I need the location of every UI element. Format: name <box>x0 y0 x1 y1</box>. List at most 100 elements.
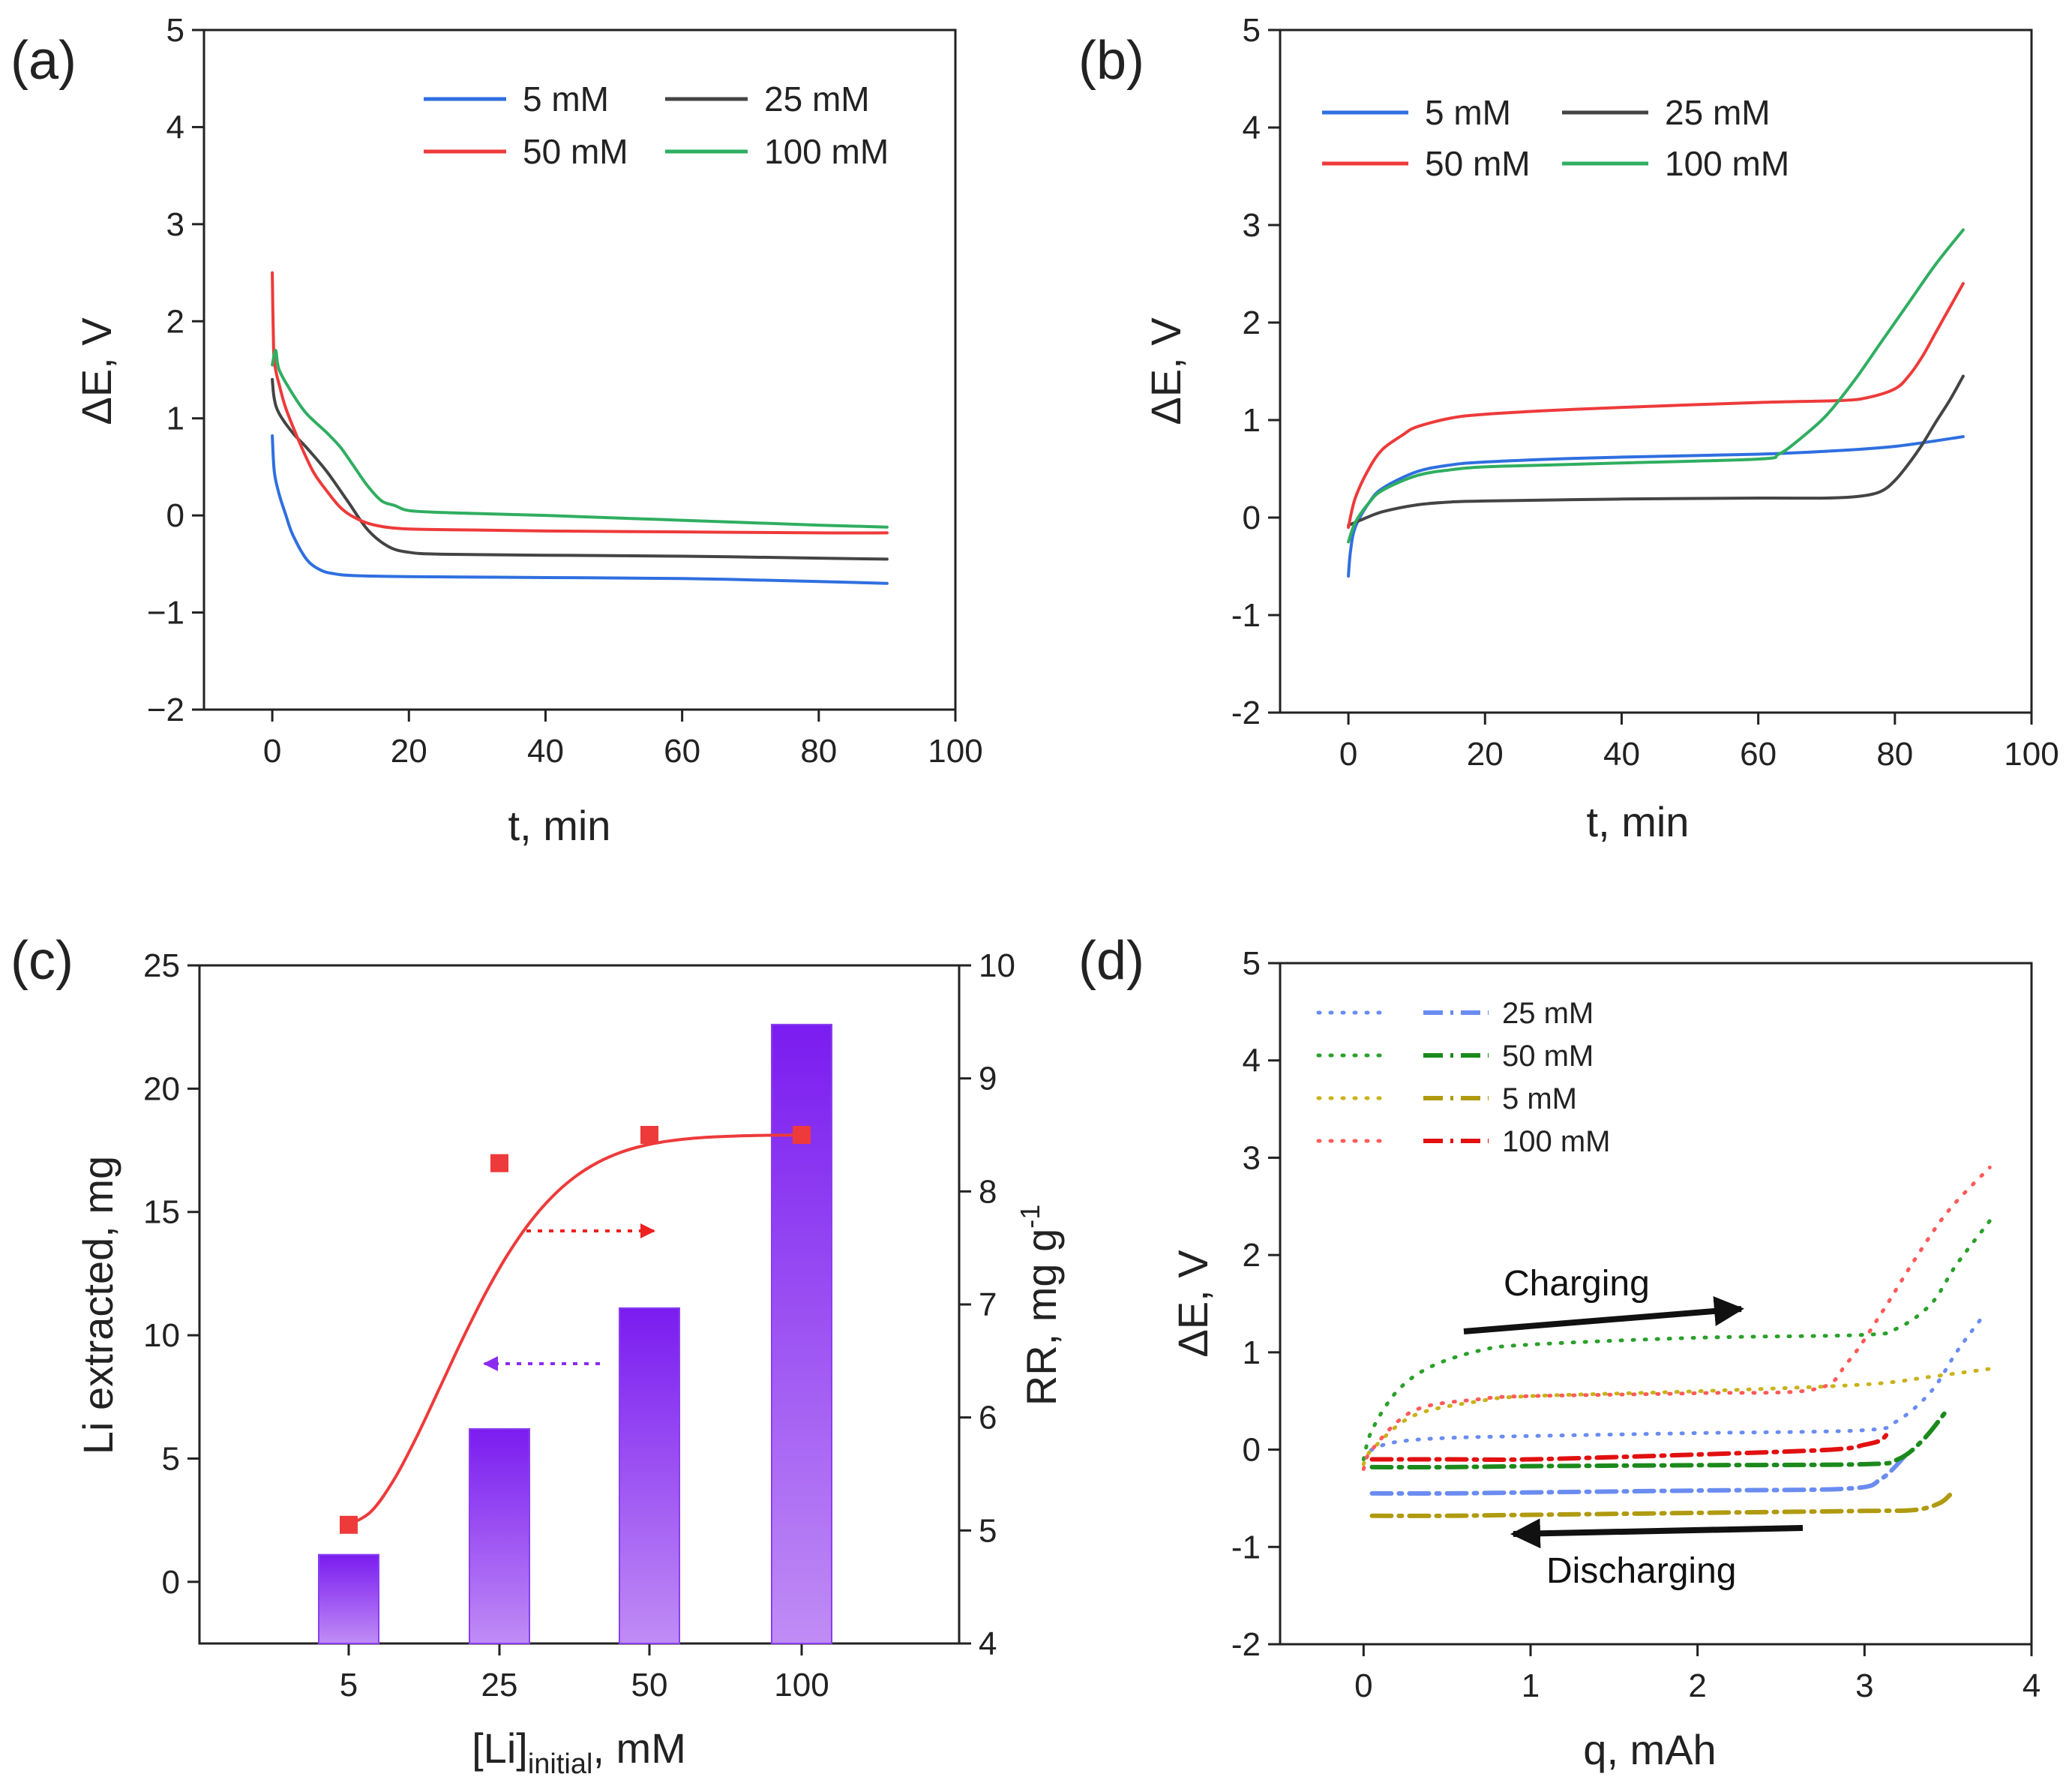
bar-5 <box>318 1553 379 1645</box>
legend-label: 25 mM <box>764 80 870 119</box>
legend-label: 5 mM <box>1502 1082 1577 1115</box>
panel-d: (d) 0 1 2 3 4 -2 -1 0 1 2 3 4 5 25 mM 50 mM 5 mM 100 mM… <box>1078 931 2041 1773</box>
x-tick-label: 60 <box>1740 736 1777 773</box>
panel-c-xlabel: [Li]initial, mM <box>472 1724 686 1780</box>
series-line-50-mM <box>1347 282 1965 529</box>
x-tick-label: 80 <box>800 733 837 770</box>
y-tick-label: 20 <box>143 1070 180 1107</box>
panel-a-letter: (a) <box>10 31 76 91</box>
panel-b-legend: 5 mM 25 mM 50 mM 100 mM <box>1322 93 1789 183</box>
legend-label: 5 mM <box>523 80 609 119</box>
series-line-50-mM <box>271 271 889 535</box>
x-tick-label: 25 <box>481 1667 518 1703</box>
xlabel-main: [Li] <box>472 1724 528 1772</box>
x-tick-label: 1 <box>1522 1667 1540 1704</box>
rr-fit-curve <box>347 1133 802 1526</box>
panel-d-ylabel: ΔE, V <box>1169 1250 1216 1358</box>
legend-label: 100 mM <box>1665 144 1789 183</box>
series-line-25-mM <box>1369 1452 1909 1496</box>
series-line-25-mM <box>271 377 889 561</box>
legend-label: 25 mM <box>1665 93 1771 132</box>
series-line-100-mM <box>1361 1165 1992 1471</box>
y-tick-label: -2 <box>1231 695 1261 731</box>
x-tick-label: 0 <box>1354 1667 1372 1704</box>
y-tick-label: 5 <box>1243 12 1261 49</box>
bar-25 <box>469 1428 530 1645</box>
y-tick-label: 4 <box>166 109 184 146</box>
panel-c-y2label: RR, mg g-1 <box>1015 1205 1065 1406</box>
y2-tick-label: 8 <box>979 1173 997 1210</box>
panel-c: (c) 0 5 10 15 20 25 4 5 6 7 8 9 10 5 25 50 100 [Li]initi… <box>10 931 1065 1780</box>
panel-b-letter: (b) <box>1078 31 1144 91</box>
panel-a-frame <box>202 29 957 711</box>
y2-tick-label: 6 <box>979 1400 997 1436</box>
y-tick-label: 5 <box>166 12 184 49</box>
bar-100 <box>771 1023 832 1644</box>
y-tick-label: -1 <box>1231 597 1261 634</box>
x-tick-label: 80 <box>1876 736 1913 773</box>
panel-c-bars <box>318 1023 832 1645</box>
series-line-5-mM <box>271 434 889 585</box>
y-tick-label: 5 <box>162 1440 180 1477</box>
panel-b-frame <box>1279 29 2033 714</box>
panel-c-letter: (c) <box>10 931 73 991</box>
x-tick-label: 40 <box>1603 736 1640 773</box>
series-line-100-mM <box>1347 228 1965 544</box>
legend-label: 25 mM <box>1502 997 1594 1030</box>
panel-d-lines <box>1361 1165 1992 1518</box>
series-line-100-mM <box>271 349 889 529</box>
legend-label: 50 mM <box>523 132 628 171</box>
panel-a-xlabel: t, min <box>508 802 611 849</box>
legend-label: 100 mM <box>1502 1125 1611 1158</box>
xlabel-suffix: , mM <box>592 1724 685 1772</box>
rr-point-100 <box>793 1126 811 1144</box>
y-tick-label: 15 <box>143 1194 180 1231</box>
panel-c-frame <box>198 964 961 1645</box>
charging-arrow <box>1463 1295 1744 1334</box>
y-tick-label: 3 <box>1243 1139 1261 1176</box>
panel-d-annotations: Charging Discharging <box>1463 1264 1804 1591</box>
charging-label: Charging <box>1504 1264 1650 1304</box>
series-line-50-mM <box>1369 1406 1951 1469</box>
y2-tick-label: 10 <box>979 947 1015 984</box>
x-tick-label: 50 <box>631 1667 668 1703</box>
y2-tick-label: 7 <box>979 1286 997 1323</box>
panel-a-legend: 5 mM 25 mM 50 mM 100 mM <box>424 80 889 171</box>
discharging-arrow <box>1510 1518 1804 1549</box>
x-tick-label: 4 <box>2023 1667 2041 1704</box>
y-tick-label: 0 <box>162 1564 180 1601</box>
xlabel-sub: initial <box>528 1748 593 1780</box>
x-tick-label: 60 <box>664 733 700 770</box>
panel-a-ticks: 0 20 40 60 80 100 −2 −1 0 1 2 3 4 5 <box>147 12 983 770</box>
panel-b-lines <box>1347 228 1965 578</box>
y2label-sup: -1 <box>1015 1205 1045 1229</box>
legend-label: 5 mM <box>1425 93 1511 132</box>
x-tick-label: 0 <box>1339 736 1357 773</box>
y-tick-label: 3 <box>1243 207 1261 244</box>
panel-c-rr <box>340 1126 811 1534</box>
panel-b-xlabel: t, min <box>1587 798 1690 845</box>
x-tick-label: 20 <box>1467 736 1504 773</box>
legend-label: 50 mM <box>1502 1040 1594 1073</box>
y-tick-label: 2 <box>1243 305 1261 341</box>
panel-b-ylabel: ΔE, V <box>1142 317 1189 425</box>
y-tick-label: -1 <box>1231 1529 1261 1565</box>
discharging-label: Discharging <box>1546 1551 1736 1591</box>
y2-tick-label: 9 <box>979 1061 997 1097</box>
x-tick-label: 100 <box>2004 736 2059 773</box>
x-tick-label: 0 <box>263 733 281 770</box>
panel-d-ticks: 0 1 2 3 4 -2 -1 0 1 2 3 4 5 <box>1231 945 2041 1704</box>
panel-c-ticks: 0 5 10 15 20 25 4 5 6 7 8 9 10 5 25 50 100 <box>143 947 1015 1703</box>
y-tick-label: 1 <box>1243 1334 1261 1371</box>
panel-c-arrows <box>483 1223 655 1371</box>
y-tick-label: 25 <box>143 947 180 984</box>
panel-a: (a) 0 20 40 60 80 100 −2 −1 0 1 2 3 4 5 5 mM 25 mM 50 m… <box>10 12 983 849</box>
series-line-5-mM <box>1361 1367 1992 1466</box>
x-tick-label: 5 <box>340 1667 358 1703</box>
panel-b-ticks: 0 20 40 60 80 100 -2 -1 0 1 2 3 4 5 <box>1231 12 2059 773</box>
x-tick-label: 3 <box>1855 1667 1873 1704</box>
x-tick-label: 40 <box>527 733 564 770</box>
panel-d-letter: (d) <box>1078 931 1144 991</box>
y-tick-label: 5 <box>1243 945 1261 982</box>
